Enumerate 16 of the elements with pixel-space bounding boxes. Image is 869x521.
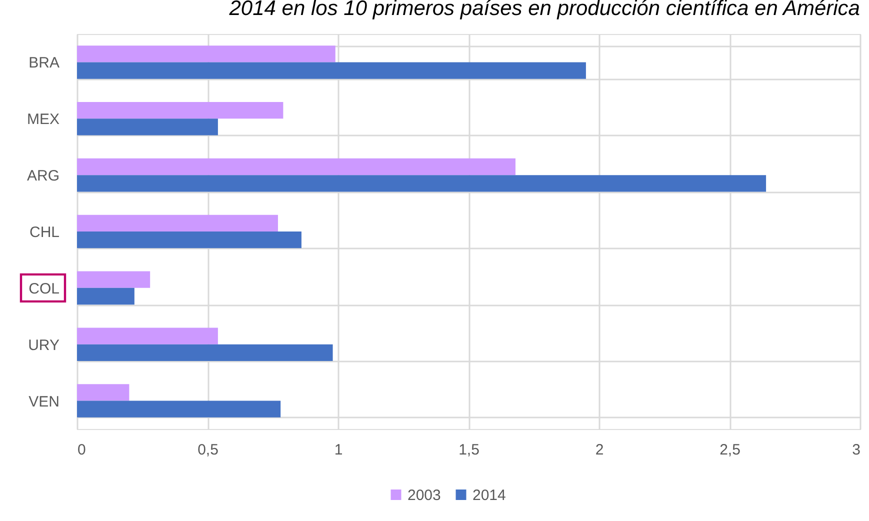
x-tick-label: 0 xyxy=(78,442,86,458)
x-tick-label: 1 xyxy=(334,442,343,458)
y-tick-label: COL xyxy=(28,280,60,298)
y-tick-label: URY xyxy=(28,336,60,354)
x-tick-label: 2 xyxy=(595,442,604,458)
x-tick-label: 1,5 xyxy=(458,442,480,458)
y-tick-label: MEX xyxy=(26,111,60,128)
y-tick-label: ARG xyxy=(26,168,60,185)
y-tick-label: BRA xyxy=(28,54,60,72)
x-tick-label: 0,5 xyxy=(198,442,218,458)
y-tick-label: VEN xyxy=(28,393,60,410)
x-tick-label: 2,5 xyxy=(720,442,740,458)
x-tick-label: 3 xyxy=(852,442,860,458)
y-tick-label: CHL xyxy=(29,224,60,241)
legend-label: 2014 xyxy=(472,486,506,504)
legend-label: 2003 xyxy=(408,486,441,504)
